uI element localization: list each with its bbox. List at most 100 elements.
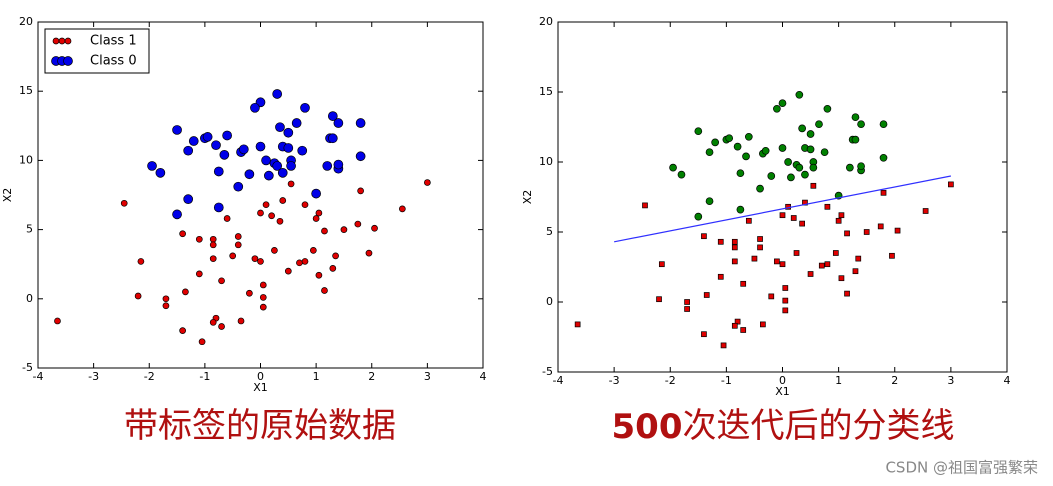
point bbox=[773, 104, 781, 113]
point bbox=[760, 321, 766, 328]
x-tick-label: 3 bbox=[947, 374, 954, 387]
x-tick-label: 4 bbox=[480, 370, 487, 383]
point bbox=[740, 327, 747, 333]
point bbox=[179, 327, 186, 334]
point bbox=[237, 317, 245, 325]
point bbox=[155, 168, 166, 178]
point bbox=[824, 203, 831, 210]
point bbox=[720, 342, 727, 349]
x-tick-label: -3 bbox=[88, 370, 99, 383]
point bbox=[782, 297, 789, 304]
x-tick-label: -1 bbox=[721, 374, 732, 387]
point bbox=[162, 295, 170, 303]
point bbox=[279, 197, 287, 204]
point bbox=[705, 197, 714, 206]
point bbox=[806, 145, 815, 154]
point bbox=[740, 280, 747, 287]
point bbox=[844, 230, 850, 237]
point bbox=[357, 187, 364, 195]
x-tick-label: -2 bbox=[665, 374, 676, 387]
caption-text: 次迭代后的分类线 bbox=[682, 406, 954, 446]
point bbox=[790, 215, 797, 221]
plot-frame bbox=[557, 21, 1008, 373]
point bbox=[731, 258, 738, 265]
point bbox=[948, 181, 954, 188]
point bbox=[311, 188, 321, 199]
point bbox=[259, 294, 267, 301]
caption-bold: 500 bbox=[612, 407, 683, 447]
point bbox=[806, 130, 815, 138]
point bbox=[863, 229, 870, 235]
point bbox=[301, 201, 309, 209]
y-tick-label: -5 bbox=[542, 365, 553, 378]
y-tick-label: 20 bbox=[19, 15, 33, 28]
point bbox=[272, 161, 283, 171]
point bbox=[322, 161, 333, 171]
x-tick-label: 2 bbox=[368, 370, 375, 383]
y-axis-label: X2 bbox=[1, 188, 14, 203]
watermark: CSDN @祖国富强繁荣 bbox=[885, 459, 1038, 477]
point bbox=[315, 209, 323, 217]
point bbox=[277, 168, 288, 178]
point bbox=[263, 170, 274, 181]
point bbox=[824, 261, 831, 268]
point bbox=[219, 150, 230, 160]
point bbox=[183, 194, 194, 205]
point bbox=[801, 170, 809, 179]
point bbox=[198, 338, 206, 346]
x-tick-label: -1 bbox=[199, 370, 210, 383]
point bbox=[705, 148, 714, 157]
legend-marker bbox=[64, 37, 72, 45]
point bbox=[879, 153, 888, 162]
point bbox=[195, 270, 203, 278]
point bbox=[297, 145, 308, 156]
point bbox=[213, 202, 224, 213]
legend-label: Class 1 bbox=[90, 34, 137, 49]
point bbox=[795, 90, 804, 99]
point bbox=[731, 238, 738, 245]
point bbox=[234, 233, 242, 240]
point bbox=[398, 205, 406, 213]
x-tick-label: 0 bbox=[257, 370, 264, 383]
decision-line bbox=[614, 175, 951, 243]
point bbox=[768, 293, 775, 300]
y-tick-label: -5 bbox=[22, 361, 33, 374]
point bbox=[757, 244, 763, 251]
point bbox=[761, 146, 770, 155]
point bbox=[147, 161, 157, 171]
point bbox=[717, 273, 724, 280]
point bbox=[742, 152, 750, 161]
point bbox=[229, 252, 237, 260]
point bbox=[838, 212, 845, 219]
point bbox=[880, 189, 887, 196]
point bbox=[751, 255, 758, 262]
point bbox=[855, 255, 862, 262]
point bbox=[736, 205, 745, 214]
point bbox=[355, 151, 366, 162]
point bbox=[745, 217, 752, 224]
point bbox=[233, 181, 244, 192]
point bbox=[799, 220, 805, 227]
point bbox=[725, 134, 734, 143]
x-tick-label: 0 bbox=[779, 374, 786, 387]
caption: 带标签的原始数据 bbox=[124, 406, 396, 446]
point bbox=[835, 217, 842, 224]
point bbox=[261, 155, 271, 166]
point bbox=[257, 209, 264, 217]
point bbox=[213, 166, 224, 177]
point bbox=[283, 127, 294, 138]
point bbox=[787, 173, 795, 182]
point bbox=[321, 227, 328, 235]
point bbox=[820, 148, 829, 157]
point bbox=[694, 212, 703, 221]
y-tick-label: 10 bbox=[19, 153, 33, 166]
point bbox=[286, 161, 296, 171]
point bbox=[838, 275, 845, 282]
point bbox=[329, 265, 337, 272]
point bbox=[844, 290, 850, 297]
point bbox=[701, 233, 707, 240]
point bbox=[276, 217, 284, 225]
point bbox=[272, 89, 283, 99]
point bbox=[778, 99, 787, 108]
point bbox=[795, 163, 804, 172]
